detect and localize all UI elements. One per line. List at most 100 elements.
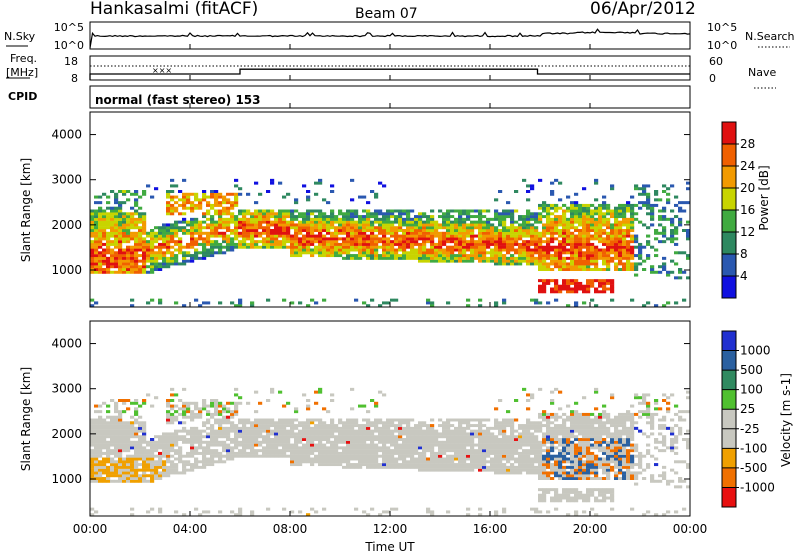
heat-cell <box>630 223 635 227</box>
heat-cell <box>170 468 175 472</box>
heat-cell <box>450 446 455 450</box>
heat-cell <box>378 181 383 185</box>
heat-cell <box>218 432 223 436</box>
heat-cell <box>326 457 331 461</box>
heat-cell <box>254 432 259 436</box>
heat-cell <box>134 471 139 475</box>
heat-cell <box>534 226 539 230</box>
heat-cell <box>250 432 255 436</box>
heat-cell <box>358 223 363 227</box>
heat-cell <box>366 240 371 244</box>
heat-cell <box>242 443 247 447</box>
heat-cell <box>342 242 347 246</box>
heat-cell <box>594 231 599 235</box>
heat-cell <box>562 468 567 472</box>
heat-cell <box>202 212 207 216</box>
heat-cell <box>242 451 247 455</box>
heat-cell <box>542 474 547 478</box>
heat-cell <box>274 440 279 444</box>
heat-cell <box>538 212 543 216</box>
heat-cell <box>134 192 139 196</box>
heat-cell <box>134 270 139 274</box>
heat-cell <box>246 242 251 246</box>
heat-cell <box>478 440 483 444</box>
heat-cell <box>526 254 531 258</box>
heat-cell <box>122 192 127 196</box>
heat-cell <box>446 418 451 422</box>
heat-cell <box>118 438 123 441</box>
heat-cell <box>190 465 195 469</box>
heat-cell <box>434 254 439 258</box>
heat-cell <box>474 248 479 252</box>
heat-cell <box>186 223 191 227</box>
heat-cell <box>190 412 195 416</box>
heat-cell <box>514 251 519 255</box>
heat-cell <box>598 251 603 255</box>
heat-cell <box>374 226 379 230</box>
heat-cell <box>194 298 199 302</box>
heat-cell <box>106 429 111 433</box>
heat-cell <box>122 424 127 428</box>
heat-cell <box>426 443 431 447</box>
heat-cell <box>538 290 543 294</box>
heat-cell <box>106 268 111 271</box>
heat-cell <box>250 234 255 238</box>
heat-cell <box>90 212 95 216</box>
heat-cell <box>470 440 475 444</box>
heat-cell <box>318 421 323 425</box>
heat-cell <box>594 251 599 255</box>
heat-cell <box>142 421 147 425</box>
heat-cell <box>214 399 219 402</box>
heat-cell <box>186 463 191 467</box>
heat-cell <box>618 254 623 258</box>
heat-cell <box>94 262 99 266</box>
heat-cell <box>382 424 387 428</box>
heat-cell <box>262 424 267 428</box>
heat-cell <box>662 229 667 232</box>
heat-cell <box>294 242 299 246</box>
heat-cell <box>346 248 351 252</box>
heat-cell <box>582 203 587 207</box>
heat-cell <box>286 234 291 238</box>
heat-cell <box>606 254 611 258</box>
heat-cell <box>166 418 171 422</box>
heat-cell <box>362 463 367 467</box>
heat-cell <box>218 248 223 252</box>
heat-cell <box>130 259 135 263</box>
heat-cell <box>118 424 123 428</box>
heat-cell <box>394 435 399 439</box>
heat-cell <box>570 242 575 246</box>
heat-cell <box>622 231 627 235</box>
heat-cell <box>266 190 271 193</box>
heat-cell <box>410 426 415 430</box>
heat-cell <box>654 192 659 196</box>
heat-cell <box>218 245 223 249</box>
heat-cell <box>158 507 163 511</box>
heat-cell <box>446 234 451 238</box>
heat-cell <box>666 273 671 277</box>
heat-cell <box>522 220 527 224</box>
heat-cell <box>290 460 295 464</box>
heat-cell <box>154 187 159 191</box>
heat-cell <box>138 468 143 472</box>
heat-cell <box>270 229 275 232</box>
heat-cell <box>326 424 331 428</box>
heat-cell <box>570 209 575 213</box>
heat-cell <box>366 421 371 425</box>
heat-cell <box>294 251 299 255</box>
heat-cell <box>538 465 543 469</box>
heat-cell <box>314 240 319 244</box>
heat-cell <box>534 460 539 464</box>
heat-cell <box>502 457 507 461</box>
heat-cell <box>378 223 383 227</box>
heat-cell <box>230 240 235 244</box>
heat-cell <box>106 220 111 224</box>
heat-cell <box>118 471 123 475</box>
heat-cell <box>586 287 591 291</box>
heat-cell <box>470 418 475 422</box>
noise-left-tick-top: 10^5 <box>54 21 84 34</box>
heat-cell <box>466 234 471 238</box>
freq-panel: ××× Freq. [MHz] 18 8 60 0 Nave <box>6 52 776 89</box>
heat-cell <box>374 418 379 422</box>
heat-cell <box>318 438 323 441</box>
